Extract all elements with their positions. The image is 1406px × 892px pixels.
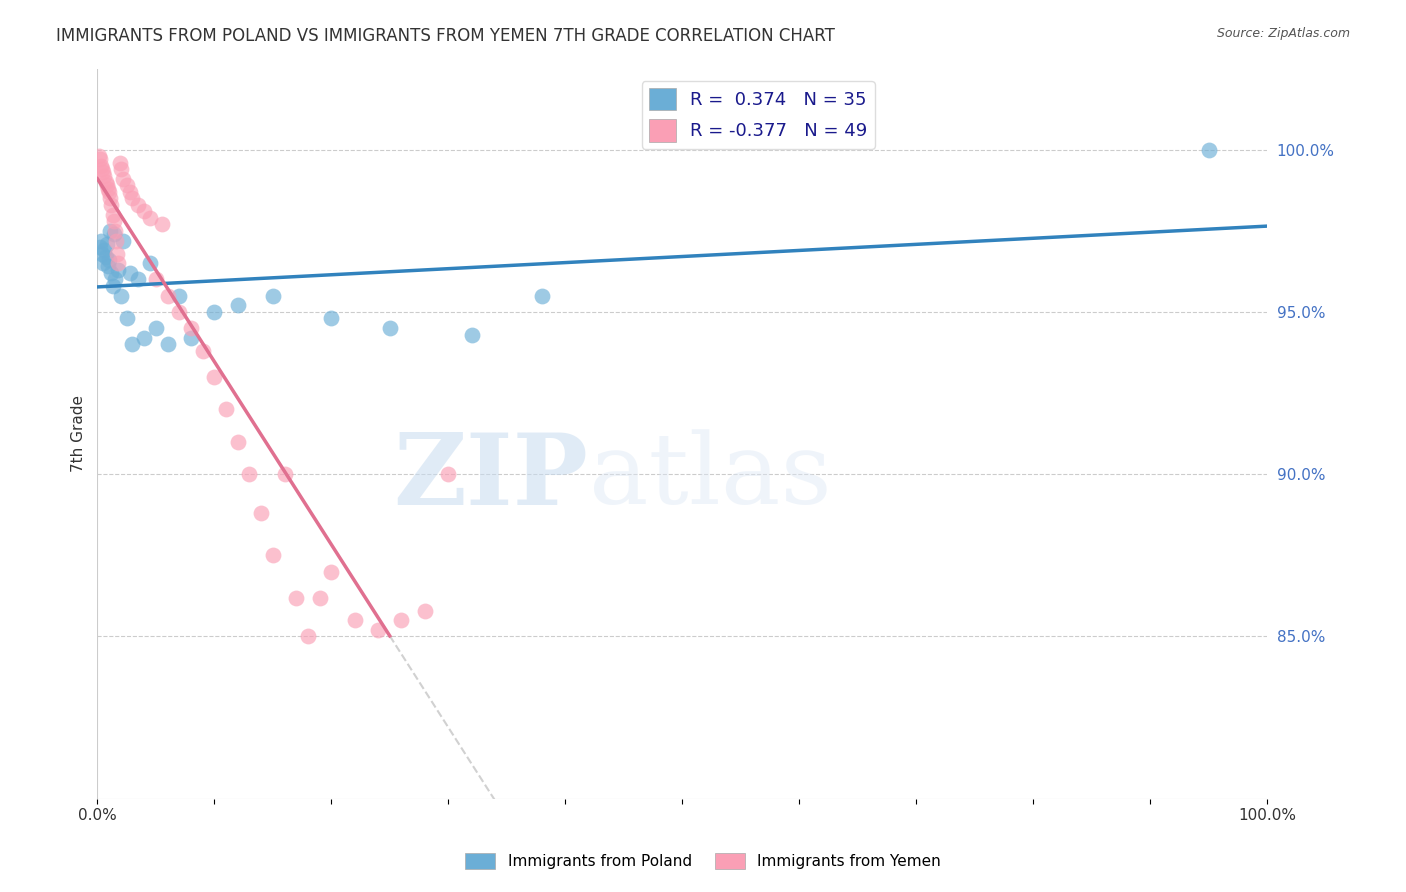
Point — [156, 337, 179, 351]
Point — [91, 162, 114, 177]
Point — [98, 185, 121, 199]
Point — [96, 236, 118, 251]
Legend: Immigrants from Poland, Immigrants from Yemen: Immigrants from Poland, Immigrants from … — [458, 847, 948, 875]
Legend: R =  0.374   N = 35, R = -0.377   N = 49: R = 0.374 N = 35, R = -0.377 N = 49 — [641, 81, 875, 149]
Point — [145, 272, 167, 286]
Point — [98, 191, 121, 205]
Point — [110, 162, 132, 177]
Point — [105, 234, 128, 248]
Point — [100, 198, 122, 212]
Point — [120, 266, 142, 280]
Point — [134, 331, 156, 345]
Point — [226, 298, 249, 312]
Point — [180, 331, 202, 345]
Point — [139, 256, 162, 270]
Point — [89, 153, 111, 167]
Point — [127, 272, 149, 286]
Point — [530, 289, 553, 303]
Point — [285, 591, 308, 605]
Point — [115, 178, 138, 193]
Point — [87, 149, 110, 163]
Point — [105, 246, 128, 260]
Point — [226, 434, 249, 449]
Point — [110, 289, 132, 303]
Point — [191, 343, 214, 358]
Point — [321, 311, 343, 326]
Point — [107, 262, 129, 277]
Point — [202, 369, 225, 384]
Point — [93, 244, 115, 258]
Point — [100, 266, 122, 280]
Point — [89, 240, 111, 254]
Point — [413, 603, 436, 617]
Y-axis label: 7th Grade: 7th Grade — [72, 395, 86, 472]
Point — [167, 305, 190, 319]
Point — [150, 217, 173, 231]
Point — [101, 279, 124, 293]
Point — [93, 169, 115, 183]
Point — [121, 191, 143, 205]
Point — [96, 178, 118, 193]
Point — [91, 256, 114, 270]
Point — [94, 250, 117, 264]
Point — [101, 208, 124, 222]
Point — [391, 613, 413, 627]
Point — [103, 227, 125, 241]
Point — [215, 402, 238, 417]
Text: ZIP: ZIP — [394, 429, 589, 526]
Point — [321, 565, 343, 579]
Point — [460, 327, 482, 342]
Point — [1198, 143, 1220, 157]
Point — [112, 234, 135, 248]
Point — [90, 159, 112, 173]
Point — [103, 214, 125, 228]
Point — [202, 305, 225, 319]
Point — [98, 252, 121, 267]
Point — [115, 311, 138, 326]
Point — [104, 272, 127, 286]
Point — [97, 260, 120, 274]
Point — [145, 321, 167, 335]
Point — [90, 234, 112, 248]
Point — [91, 246, 114, 260]
Point — [107, 256, 129, 270]
Text: IMMIGRANTS FROM POLAND VS IMMIGRANTS FROM YEMEN 7TH GRADE CORRELATION CHART: IMMIGRANTS FROM POLAND VS IMMIGRANTS FRO… — [56, 27, 835, 45]
Point — [97, 181, 120, 195]
Point — [308, 591, 330, 605]
Point — [98, 224, 121, 238]
Point — [437, 467, 460, 482]
Point — [343, 613, 366, 627]
Point — [262, 549, 284, 563]
Point — [167, 289, 190, 303]
Point — [121, 337, 143, 351]
Point — [250, 506, 273, 520]
Point — [112, 172, 135, 186]
Point — [139, 211, 162, 225]
Point — [108, 155, 131, 169]
Point — [120, 185, 142, 199]
Point — [134, 204, 156, 219]
Point — [91, 165, 114, 179]
Text: Source: ZipAtlas.com: Source: ZipAtlas.com — [1216, 27, 1350, 40]
Point — [378, 321, 401, 335]
Text: atlas: atlas — [589, 430, 831, 525]
Point — [156, 289, 179, 303]
Point — [127, 198, 149, 212]
Point — [180, 321, 202, 335]
Point — [297, 630, 319, 644]
Point — [94, 175, 117, 189]
Point — [367, 623, 389, 637]
Point — [104, 224, 127, 238]
Point — [273, 467, 295, 482]
Point — [262, 289, 284, 303]
Point — [238, 467, 260, 482]
